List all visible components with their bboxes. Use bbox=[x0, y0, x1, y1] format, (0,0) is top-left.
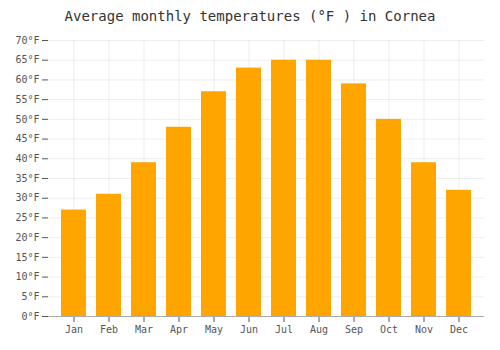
svg-text:15°F: 15°F bbox=[15, 252, 39, 263]
svg-text:20°F: 20°F bbox=[15, 232, 39, 243]
svg-text:65°F: 65°F bbox=[15, 54, 39, 65]
svg-text:Nov: Nov bbox=[415, 324, 433, 335]
svg-text:Jan: Jan bbox=[65, 324, 83, 335]
svg-text:30°F: 30°F bbox=[15, 192, 39, 203]
svg-text:Feb: Feb bbox=[100, 324, 118, 335]
svg-text:Oct: Oct bbox=[380, 324, 398, 335]
svg-text:50°F: 50°F bbox=[15, 114, 39, 125]
svg-text:Jul: Jul bbox=[275, 324, 293, 335]
svg-text:Apr: Apr bbox=[170, 324, 188, 335]
svg-text:Mar: Mar bbox=[135, 324, 153, 335]
svg-text:Aug: Aug bbox=[310, 324, 328, 335]
svg-text:40°F: 40°F bbox=[15, 153, 39, 164]
svg-text:Dec: Dec bbox=[450, 324, 468, 335]
svg-text:May: May bbox=[205, 324, 223, 335]
svg-text:5°F: 5°F bbox=[21, 291, 39, 302]
svg-text:45°F: 45°F bbox=[15, 133, 39, 144]
svg-text:25°F: 25°F bbox=[15, 212, 39, 223]
svg-text:70°F: 70°F bbox=[15, 35, 39, 46]
svg-text:55°F: 55°F bbox=[15, 94, 39, 105]
svg-text:60°F: 60°F bbox=[15, 74, 39, 85]
svg-text:Jun: Jun bbox=[240, 324, 258, 335]
html-text:Average monthly temperatures (: Average monthly temperatures (°F ) in Co… bbox=[64, 8, 436, 24]
svg-text:Sep: Sep bbox=[345, 324, 363, 335]
svg-text:35°F: 35°F bbox=[15, 173, 39, 184]
svg-text:0°F: 0°F bbox=[21, 311, 39, 322]
svg-text:10°F: 10°F bbox=[15, 271, 39, 282]
